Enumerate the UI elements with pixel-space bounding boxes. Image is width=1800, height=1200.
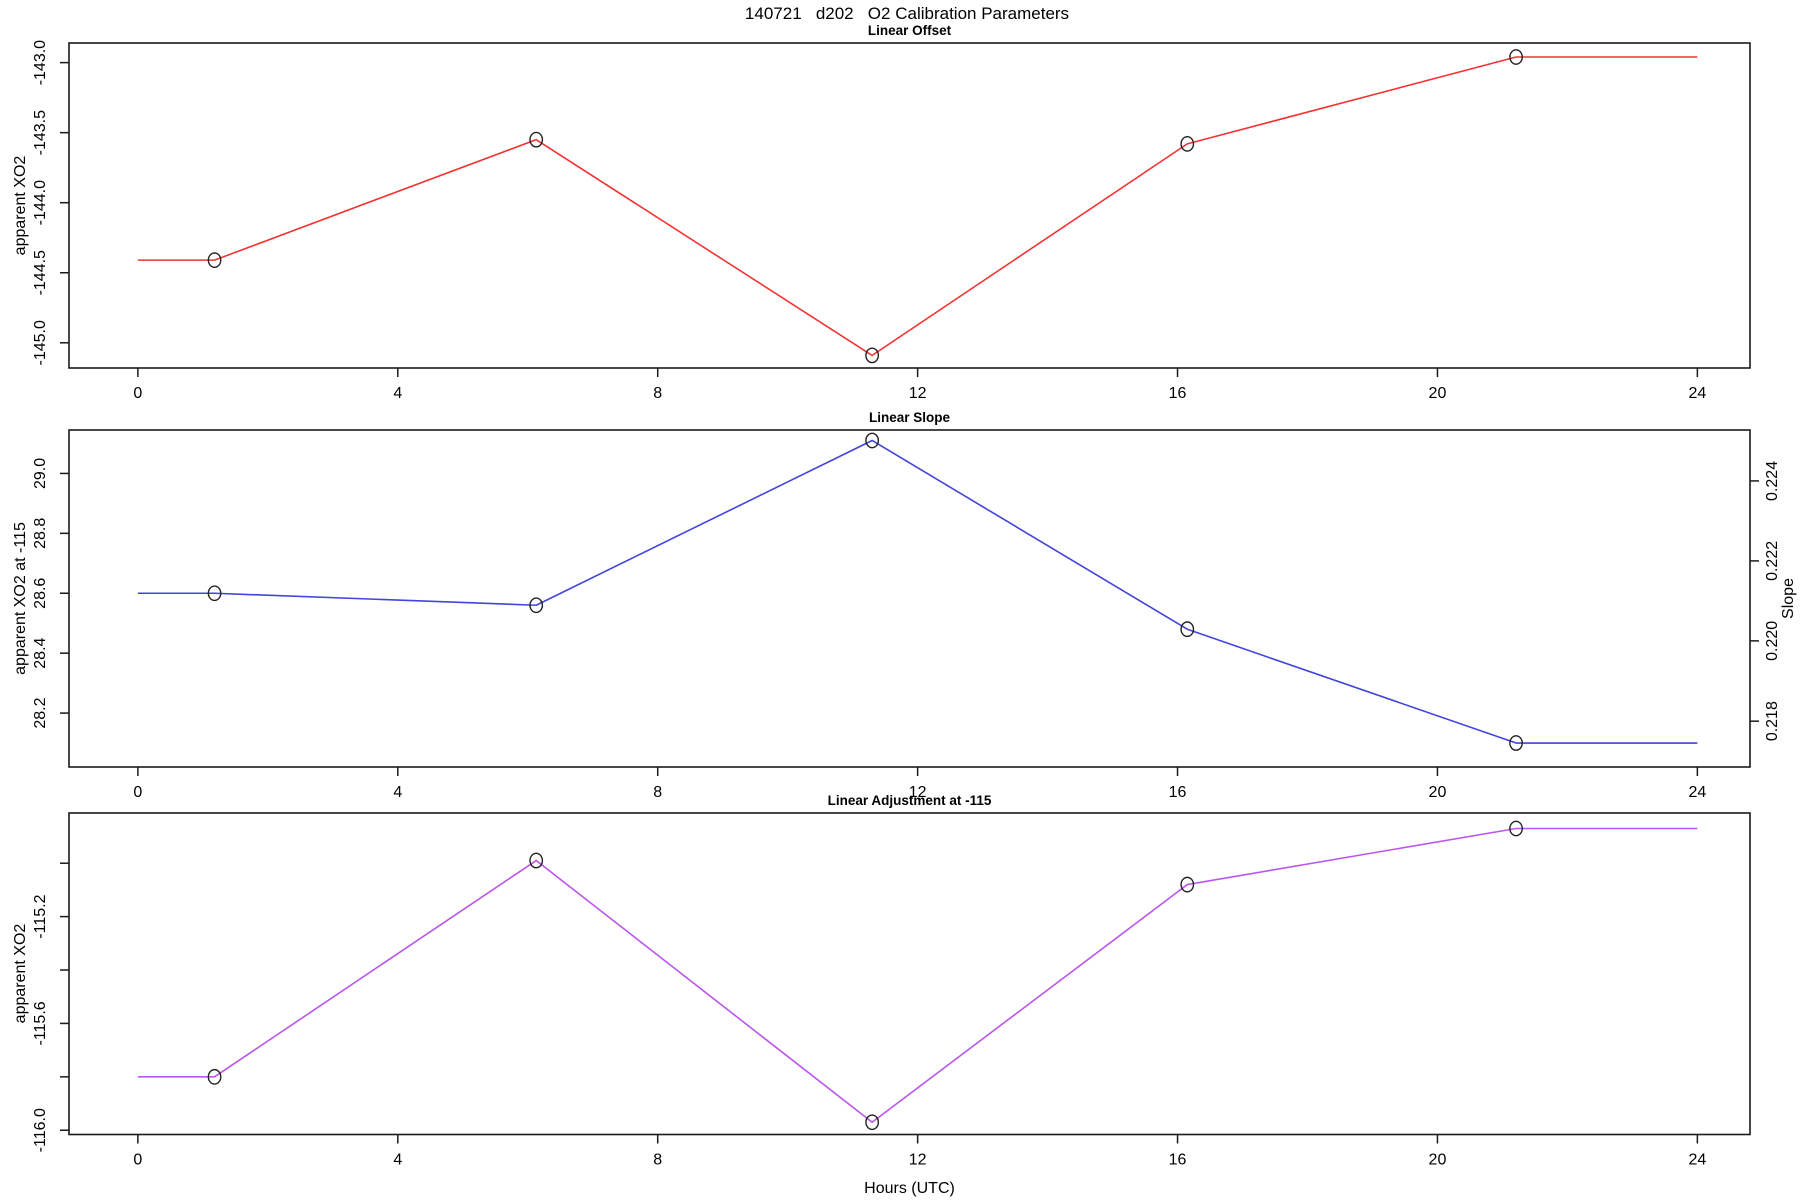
panel-slope-right-axis-title: Slope bbox=[1780, 578, 1797, 619]
data-point-marker bbox=[1180, 135, 1195, 152]
y-tick-label: -115.2 bbox=[32, 894, 49, 938]
x-tick-label: 8 bbox=[653, 784, 662, 801]
x-tick-label: 4 bbox=[393, 385, 402, 402]
right-y-tick-label: 0.220 bbox=[1764, 621, 1781, 661]
right-y-tick-label: 0.224 bbox=[1764, 461, 1781, 501]
x-tick-label: 8 bbox=[653, 1152, 662, 1169]
y-tick-label: -144.0 bbox=[32, 180, 49, 225]
panel-offset-plot-area: 0 4 8 12 16 20 24 -143.0 -143.5 -144.0 -144.5 -145.… bbox=[32, 40, 1751, 402]
y-tick-label: 28.8 bbox=[32, 518, 49, 549]
data-point-marker bbox=[529, 852, 544, 869]
x-axis-title: Hours (UTC) bbox=[864, 1180, 955, 1197]
panel-linear-adjustment: Linear Adjustment at -115 0 4 8 12 16 20 24 -11… bbox=[12, 793, 1751, 1169]
data-point-marker bbox=[207, 1068, 222, 1085]
x-tick-label: 20 bbox=[1429, 1152, 1447, 1169]
data-point-marker bbox=[1509, 735, 1523, 751]
data-line bbox=[137, 439, 1698, 744]
y-tick-label: -115.6 bbox=[32, 1001, 49, 1045]
plot-box bbox=[68, 42, 1751, 369]
plot-box bbox=[68, 812, 1751, 1136]
y-tick-label: -143.5 bbox=[32, 110, 49, 155]
y-tick-label: 29.0 bbox=[32, 458, 49, 489]
x-tick-label: 24 bbox=[1688, 1152, 1706, 1169]
x-tick-label: 20 bbox=[1429, 385, 1447, 402]
data-point-marker bbox=[865, 347, 880, 364]
y-tick-label: -143.0 bbox=[32, 40, 49, 85]
y-tick-label: 28.6 bbox=[32, 578, 49, 609]
x-tick-label: 8 bbox=[653, 385, 662, 402]
panel-slope-title: Linear Slope bbox=[869, 410, 951, 425]
panel-adjustment-title: Linear Adjustment at -115 bbox=[828, 793, 992, 808]
panel-adjustment-y-axis-title: apparent XO2 bbox=[12, 924, 29, 1024]
right-y-tick-label: 0.222 bbox=[1764, 541, 1781, 581]
data-point-marker bbox=[207, 252, 222, 269]
x-tick-label: 4 bbox=[393, 784, 402, 801]
panel-slope-y-axis-title: apparent XO2 at -115 bbox=[12, 522, 29, 675]
data-point-marker bbox=[1180, 876, 1195, 893]
page-title: 140721 d202 O2 Calibration Parameters bbox=[745, 4, 1069, 23]
data-point-marker bbox=[207, 585, 222, 602]
y-tick-label: -116.0 bbox=[32, 1108, 49, 1152]
x-tick-label: 12 bbox=[909, 1152, 927, 1169]
panel-slope-plot-area: 0 4 8 12 16 20 24 29.0 28.8 28.6 28.4 28.2 0.224 0.22… bbox=[32, 429, 1781, 801]
x-tick-label: 24 bbox=[1688, 784, 1706, 801]
panel-linear-slope: Linear Slope 0 4 8 12 16 20 24 29.0 28.8 28.6 28.4… bbox=[12, 410, 1797, 801]
data-point-marker bbox=[865, 432, 880, 449]
x-tick-label: 0 bbox=[133, 385, 142, 402]
data-line bbox=[137, 56, 1698, 357]
data-point-marker bbox=[529, 131, 544, 148]
x-tick-label: 4 bbox=[393, 1152, 402, 1169]
x-tick-label: 12 bbox=[909, 784, 927, 801]
data-point-marker bbox=[865, 1114, 880, 1131]
x-tick-label: 16 bbox=[1169, 1152, 1187, 1169]
x-tick-label: 16 bbox=[1169, 784, 1187, 801]
data-point-marker bbox=[1180, 621, 1195, 638]
y-tick-label: 28.4 bbox=[32, 637, 49, 668]
panel-adjustment-plot-area: 0 4 8 12 16 20 24 -115.2 -115.6 -116.0 bbox=[32, 812, 1751, 1169]
x-tick-label: 0 bbox=[133, 1152, 142, 1169]
data-point-marker bbox=[529, 597, 544, 614]
panel-offset-y-axis-title: apparent XO2 bbox=[12, 156, 29, 256]
y-tick-label: 28.2 bbox=[32, 697, 49, 728]
right-y-tick-label: 0.218 bbox=[1764, 701, 1781, 741]
data-point-marker bbox=[1509, 49, 1523, 65]
data-line bbox=[137, 827, 1698, 1124]
x-tick-label: 16 bbox=[1169, 385, 1187, 402]
y-tick-label: -145.0 bbox=[32, 320, 49, 365]
x-tick-label: 12 bbox=[909, 385, 927, 402]
x-tick-label: 20 bbox=[1429, 784, 1447, 801]
panel-offset-title: Linear Offset bbox=[868, 23, 952, 38]
x-tick-label: 0 bbox=[133, 784, 142, 801]
panel-linear-offset: Linear Offset 0 4 8 12 16 20 24 -143.0 -143.5 -14… bbox=[12, 23, 1751, 402]
x-tick-label: 24 bbox=[1688, 385, 1706, 402]
plot-box bbox=[68, 429, 1751, 768]
y-tick-label: -144.5 bbox=[32, 250, 49, 295]
data-point-marker bbox=[1509, 820, 1523, 837]
